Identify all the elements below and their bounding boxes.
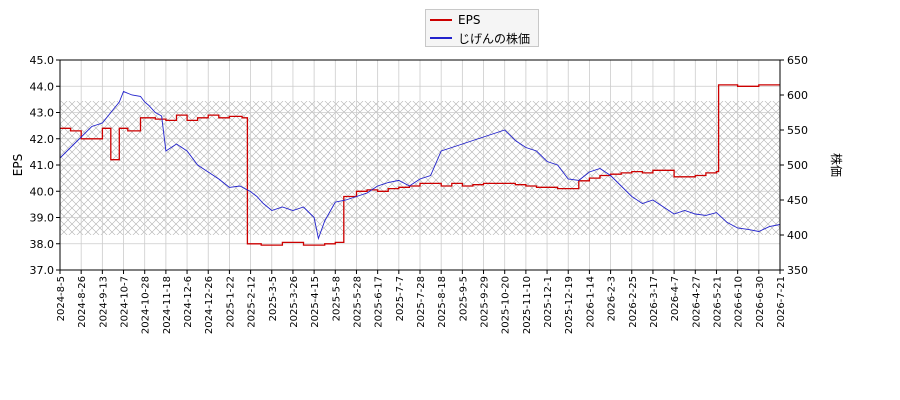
x-tick-label: 2026-4-7	[670, 276, 681, 321]
right-tick-label: 400	[787, 229, 808, 242]
x-tick-label: 2025-3-5	[268, 276, 279, 321]
y-axis-label-left: EPS	[11, 154, 25, 176]
left-tick-label: 38.0	[30, 238, 55, 251]
right-tick-label: 600	[787, 89, 808, 102]
x-tick-label: 2024-11-18	[162, 276, 173, 334]
legend-item-eps: EPS	[430, 12, 480, 28]
left-tick-label: 44.0	[30, 80, 55, 93]
x-tick-label: 2026-3-17	[649, 276, 660, 328]
y-axis-label-right: 株価	[829, 153, 844, 177]
x-tick-label: 2025-5-8	[331, 276, 342, 321]
x-tick-label: 2024-10-7	[120, 276, 131, 328]
x-tick-label: 2025-9-5	[458, 276, 469, 321]
left-tick-label: 37.0	[30, 264, 55, 277]
x-tick-label: 2025-4-15	[310, 276, 321, 328]
left-tick-label: 42.0	[30, 133, 55, 146]
x-tick-label: 2025-7-7	[395, 276, 406, 321]
right-tick-label: 350	[787, 264, 808, 277]
x-tick-label: 2025-3-26	[289, 276, 300, 328]
x-tick-label: 2025-7-28	[416, 276, 427, 328]
x-tick-label: 2026-2-3	[607, 276, 618, 321]
legend-label-price: じげんの株価	[458, 31, 531, 46]
x-tick-label: 2025-8-18	[437, 276, 448, 328]
x-tick-label: 2025-9-29	[480, 276, 491, 328]
x-tick-label: 2025-6-17	[374, 276, 385, 328]
legend-label-eps: EPS	[458, 13, 481, 27]
x-tick-label: 2026-4-27	[691, 276, 702, 328]
x-tick-label: 2025-12-1	[543, 276, 554, 328]
legend: EPS じげんの株価	[425, 9, 539, 47]
legend-swatch-price	[430, 37, 452, 39]
x-tick-label: 2025-2-12	[247, 276, 258, 328]
x-tick-label: 2026-6-10	[734, 276, 745, 328]
x-tick-label: 2025-1-22	[225, 276, 236, 328]
legend-swatch-eps	[430, 19, 452, 21]
left-tick-label: 43.0	[30, 107, 55, 120]
right-tick-label: 650	[787, 54, 808, 67]
x-tick-label: 2026-7-21	[776, 276, 787, 328]
x-tick-label: 2024-12-6	[183, 276, 194, 328]
legend-item-price: じげんの株価	[430, 30, 530, 46]
x-tick-label: 2024-8-26	[77, 276, 88, 328]
left-tick-label: 39.0	[30, 212, 55, 225]
x-tick-label: 2025-11-10	[522, 276, 533, 334]
x-tick-label: 2025-10-20	[501, 276, 512, 334]
right-tick-label: 500	[787, 159, 808, 172]
x-tick-label: 2024-9-13	[98, 276, 109, 328]
right-tick-label: 550	[787, 124, 808, 137]
left-tick-label: 45.0	[30, 54, 55, 67]
x-tick-label: 2025-5-28	[352, 276, 363, 328]
x-tick-label: 2024-8-5	[56, 276, 67, 321]
x-tick-label: 2025-12-19	[564, 276, 575, 334]
left-tick-label: 41.0	[30, 159, 55, 172]
x-tick-label: 2026-1-14	[585, 276, 596, 328]
x-tick-label: 2024-10-28	[141, 276, 152, 334]
x-tick-label: 2024-12-26	[204, 276, 215, 334]
series-line-price	[60, 90, 780, 241]
x-tick-label: 2026-6-30	[755, 276, 766, 328]
x-tick-label: 2026-5-21	[712, 276, 723, 328]
left-tick-label: 40.0	[30, 185, 55, 198]
right-tick-label: 450	[787, 194, 808, 207]
x-tick-label: 2026-2-25	[628, 276, 639, 328]
